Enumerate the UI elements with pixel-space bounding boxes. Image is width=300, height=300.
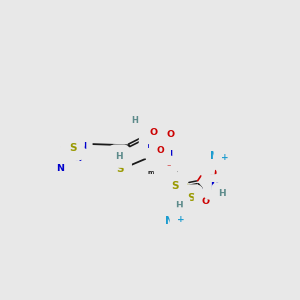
Text: N: N [147,140,156,150]
Text: +: + [177,215,184,224]
Text: N: N [74,154,82,163]
Text: H: H [218,189,226,198]
Text: H: H [115,152,123,160]
Text: methoxy: methoxy [148,170,178,175]
Text: O: O [200,158,208,167]
Text: O: O [201,197,209,206]
Text: Na: Na [210,151,226,161]
Text: O: O [156,146,164,155]
Text: N: N [164,150,172,160]
Text: Na: Na [165,216,181,226]
Text: H: H [131,116,138,125]
Text: O: O [161,163,170,172]
Text: +: + [221,153,228,162]
Text: O: O [134,120,142,129]
Text: N: N [69,135,76,144]
Text: O: O [209,169,217,178]
Text: O: O [167,130,175,139]
Text: O: O [150,128,158,137]
Text: H: H [175,201,183,210]
Text: S: S [172,181,179,191]
Text: ⁻: ⁻ [166,162,171,171]
Text: S: S [188,193,195,203]
Text: N: N [56,164,64,173]
Text: S: S [69,142,76,153]
Text: N: N [79,142,86,152]
Text: O: O [154,158,162,167]
Text: ⁻: ⁻ [205,159,209,168]
Text: N: N [211,182,219,192]
Text: N: N [61,154,68,163]
Text: S: S [116,164,124,174]
